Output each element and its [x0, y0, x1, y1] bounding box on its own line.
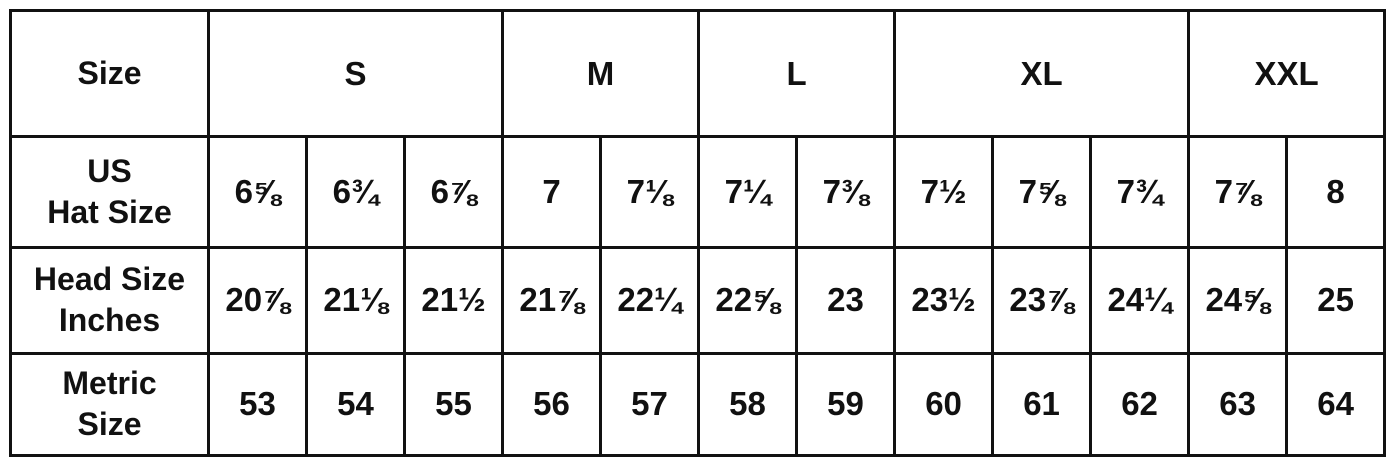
table-cell: 6¾: [305, 135, 406, 249]
row-label-line2: Inches: [58, 302, 161, 339]
table-cell: 23½: [893, 245, 995, 355]
table-cell: 22¼: [599, 245, 701, 355]
table-cell: 21⅛: [305, 245, 406, 355]
row-label-line1: Metric: [62, 365, 157, 402]
table-cell: 24¼: [1089, 245, 1191, 355]
table-cell: 55: [402, 351, 505, 458]
table-cell: 7½: [893, 135, 995, 249]
table-cell: 23: [795, 245, 897, 355]
size-label: Size: [9, 8, 210, 139]
row-label: Metric Size: [9, 351, 210, 458]
size-s: S: [206, 8, 505, 139]
table-cell: 7¼: [697, 135, 799, 249]
table-cell: 62: [1089, 351, 1191, 458]
us-hat-size-row: US Hat Size 6⅝ 6¾ 6⅞ 7 7⅛ 7¼ 7⅜ 7½ 7⅝ 7¾ 7⅞ 8: [9, 135, 1387, 249]
size-xxl: XXL: [1187, 8, 1387, 139]
head-size-inches-row: Head Size Inches 20⅞ 21⅛ 21½ 21⅞ 22¼ 22⅝ 23 23½ 2…: [9, 245, 1387, 355]
row-label: Head Size Inches: [9, 245, 210, 355]
table-cell: 7⅝: [991, 135, 1093, 249]
table-cell: 21½: [402, 245, 505, 355]
table-cell: 54: [305, 351, 406, 458]
hat-size-chart: Size S M L XL XXL US Hat Size 6⅝ 6¾ 6⅞ 7 7⅛ 7¼…: [9, 8, 1387, 458]
size-m: M: [501, 8, 701, 139]
table-cell: 61: [991, 351, 1093, 458]
row-label-line1: US: [87, 153, 132, 190]
table-cell: 7⅞: [1187, 135, 1289, 249]
table-cell: 7⅜: [795, 135, 897, 249]
table-cell: 64: [1285, 351, 1387, 458]
table-cell: 59: [795, 351, 897, 458]
row-label-line1: Head Size: [33, 261, 186, 298]
table-cell: 6⅝: [207, 135, 308, 249]
table-cell: 63: [1187, 351, 1289, 458]
table-cell: 21⅞: [501, 245, 603, 355]
table-cell: 8: [1285, 135, 1387, 249]
metric-size-row: Metric Size 53 54 55 56 57 58 59 60 61 62 63 64: [9, 351, 1387, 458]
row-label-line2: Hat Size: [47, 194, 172, 231]
table-cell: 7: [501, 135, 603, 249]
size-l: L: [697, 8, 897, 139]
row-label: US Hat Size: [9, 135, 210, 249]
table-cell: 56: [501, 351, 603, 458]
table-cell: 24⅝: [1187, 245, 1289, 355]
table-cell: 6⅞: [402, 135, 505, 249]
table-cell: 22⅝: [697, 245, 799, 355]
table-cell: 58: [697, 351, 799, 458]
table-cell: 57: [599, 351, 701, 458]
row-label-line2: Size: [77, 406, 142, 443]
table-cell: 53: [207, 351, 308, 458]
table-cell: 60: [893, 351, 995, 458]
size-header-row: Size S M L XL XXL: [9, 8, 1387, 139]
table-cell: 23⅞: [991, 245, 1093, 355]
table-cell: 25: [1285, 245, 1387, 355]
table-cell: 20⅞: [207, 245, 308, 355]
table-cell: 7¾: [1089, 135, 1191, 249]
table-cell: 7⅛: [599, 135, 701, 249]
size-xl: XL: [893, 8, 1191, 139]
